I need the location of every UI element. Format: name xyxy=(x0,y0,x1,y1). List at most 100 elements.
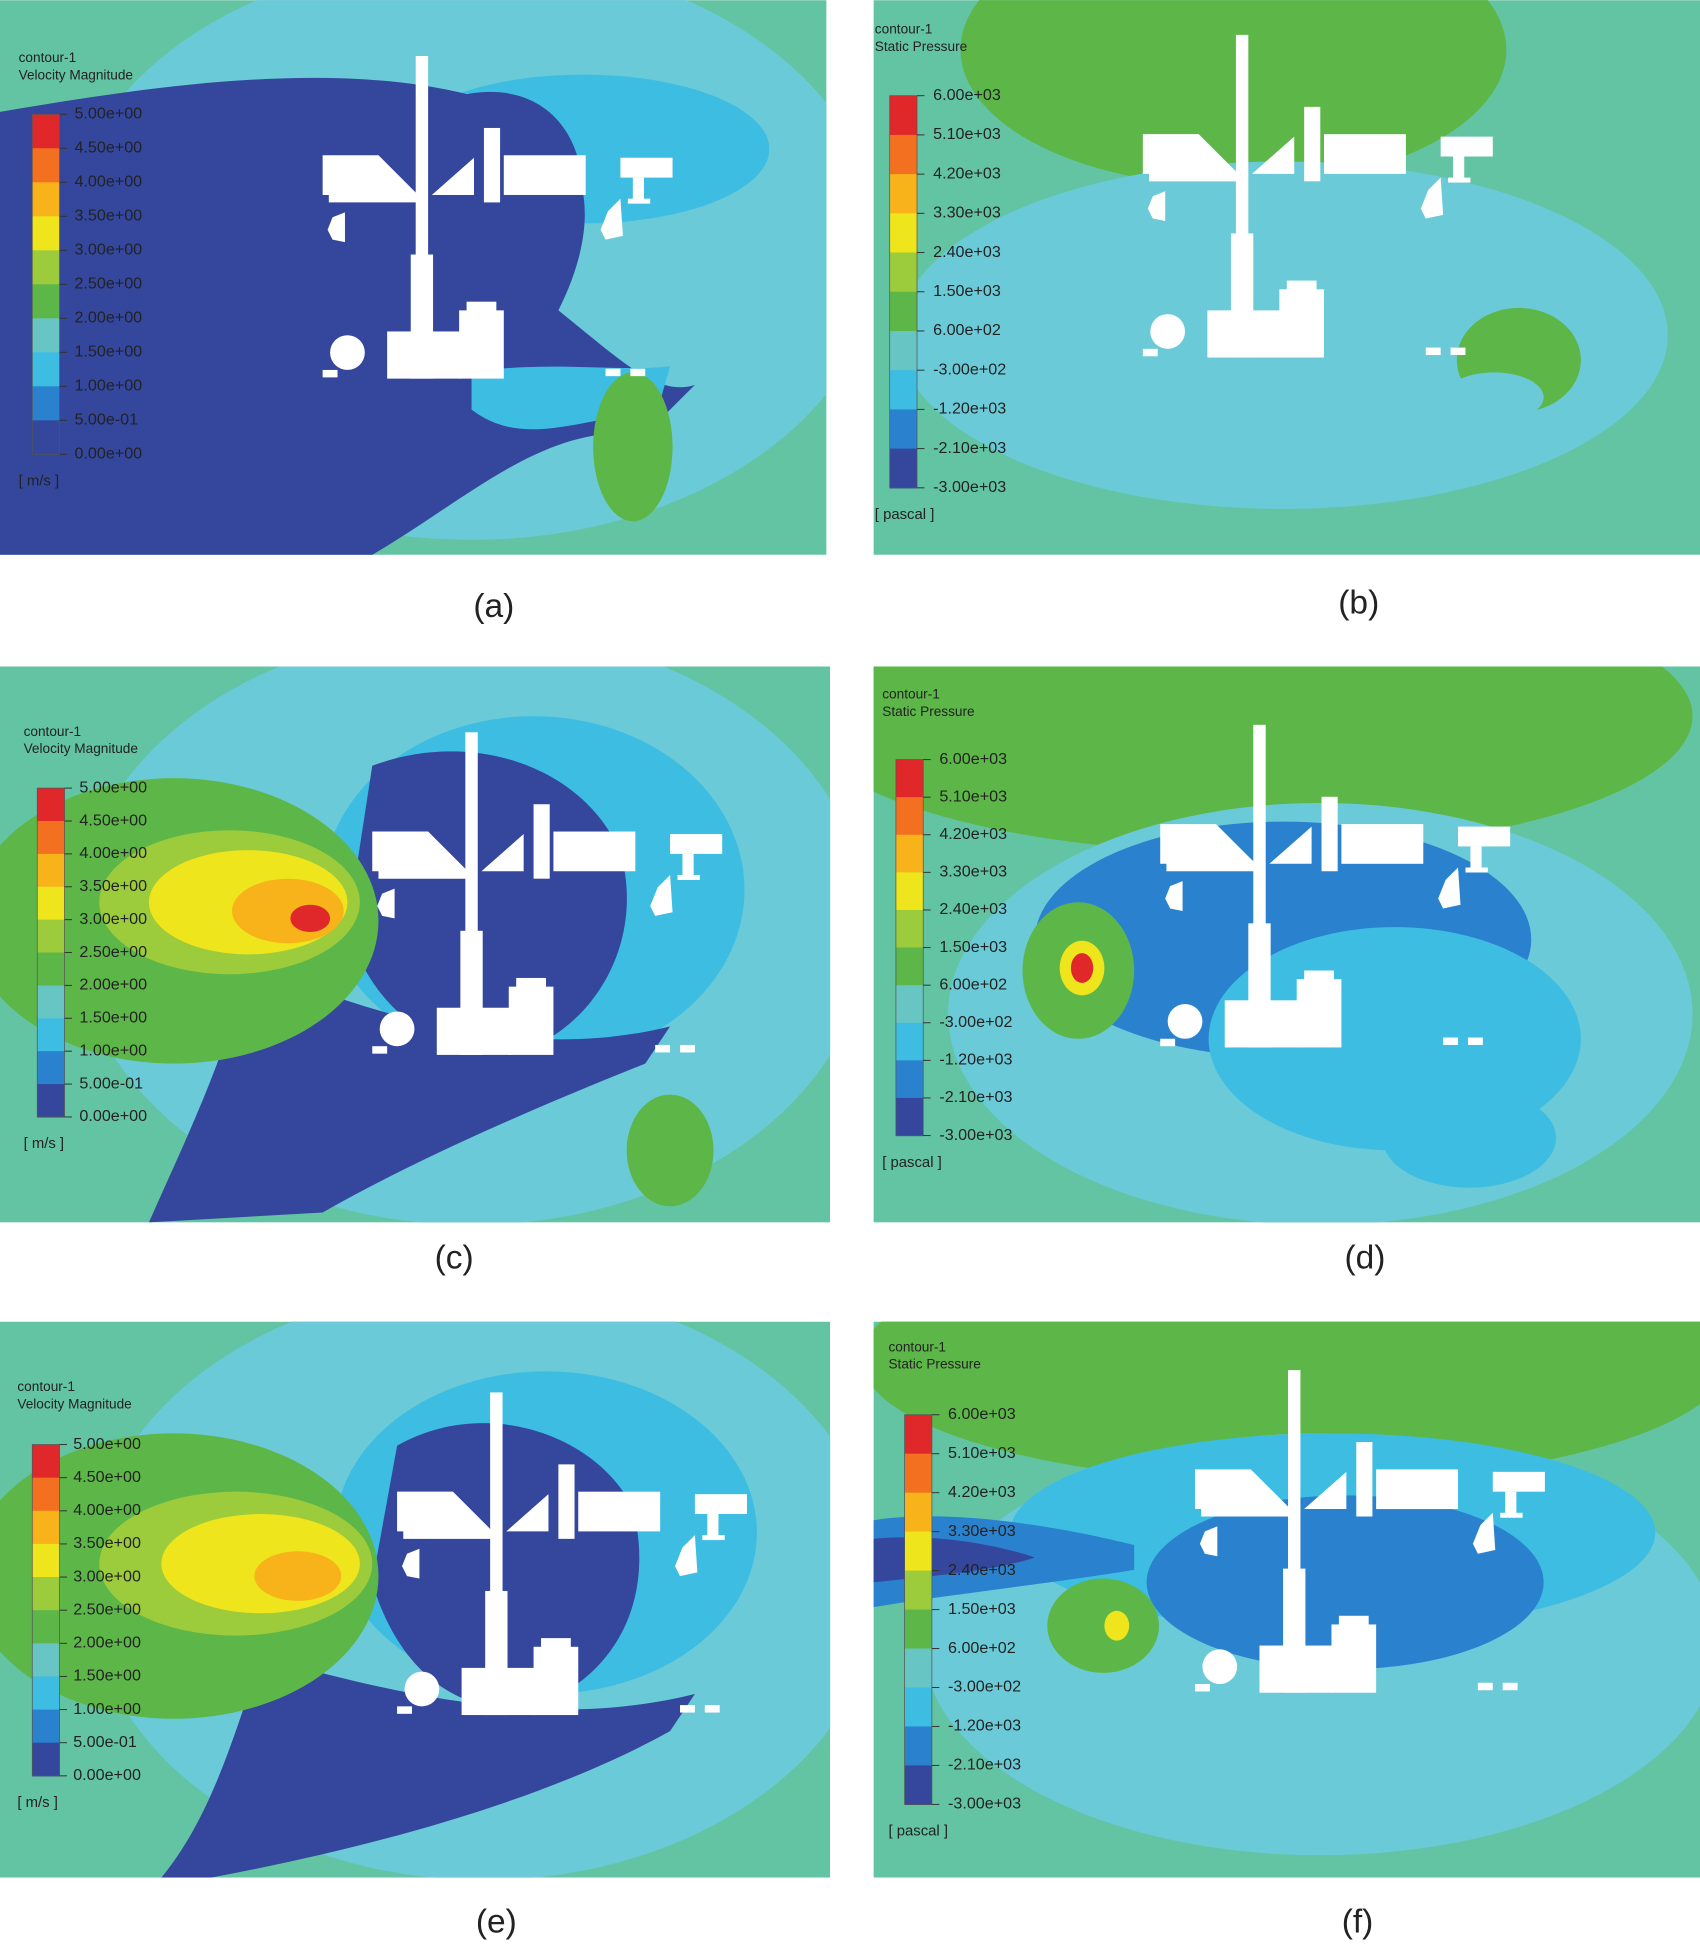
building xyxy=(1443,1037,1459,1045)
contour-field xyxy=(0,666,831,1223)
building xyxy=(1338,1615,1369,1626)
building xyxy=(1453,156,1465,179)
contour-panel: contour-1 Static Pressure 6.00e+03 5.10e+03… xyxy=(873,666,1700,1276)
legend-level: -1.20e+03 xyxy=(933,400,1006,418)
building xyxy=(1252,987,1267,1003)
contour-region xyxy=(873,1321,1700,1483)
legend-level: 5.00e-01 xyxy=(79,1074,143,1092)
legend-unit: [ m/s ] xyxy=(17,1795,58,1811)
colorbar-band xyxy=(37,788,65,822)
building xyxy=(327,212,345,243)
colorbar-band xyxy=(904,1726,932,1767)
panel-caption: (a) xyxy=(473,588,514,625)
building xyxy=(1304,1471,1347,1510)
building xyxy=(1199,1526,1218,1557)
colorbar-band xyxy=(895,1060,924,1099)
building xyxy=(677,874,700,880)
legend-level: 3.30e+03 xyxy=(939,863,1007,881)
building xyxy=(533,1646,579,1716)
building xyxy=(1259,1645,1334,1693)
legend-level: 2.50e+00 xyxy=(74,275,142,293)
contour-region xyxy=(626,1094,714,1207)
legend-level: -1.20e+03 xyxy=(948,1717,1021,1735)
building xyxy=(655,1044,671,1053)
legend-level: -2.10e+03 xyxy=(948,1756,1021,1774)
contour-panel: contour-1 Static Pressure 6.00e+03 5.10e+03… xyxy=(873,0,1700,621)
legend-level: -2.10e+03 xyxy=(939,1088,1012,1106)
contour-region xyxy=(1444,372,1544,423)
colorbar-band xyxy=(889,330,918,371)
colorbar-band xyxy=(895,797,924,836)
building xyxy=(1252,136,1295,174)
contour-panel: contour-1 Velocity Magnitude 5.00e+00 4.50e… xyxy=(0,666,831,1276)
colorbar-band xyxy=(889,213,918,254)
building xyxy=(1286,1633,1302,1649)
colorbar-band xyxy=(32,1643,60,1678)
colorbar-band xyxy=(32,284,60,319)
legend-level: 3.50e+00 xyxy=(73,1534,141,1552)
building xyxy=(488,1655,504,1671)
building xyxy=(578,1491,661,1532)
legend-level: 1.00e+00 xyxy=(74,377,142,395)
panel-caption: (c) xyxy=(435,1239,474,1276)
legend-level: 2.40e+03 xyxy=(933,243,1001,261)
colorbar-band xyxy=(889,134,918,175)
contour-field xyxy=(0,1321,831,1878)
legend-level: 6.00e+02 xyxy=(948,1639,1016,1657)
legend-level: 4.00e+00 xyxy=(73,1501,141,1519)
legend-level: 5.10e+03 xyxy=(948,1444,1016,1462)
colorbar-band xyxy=(37,1084,65,1118)
legend-title: contour-1 xyxy=(875,22,933,37)
building xyxy=(558,1464,575,1539)
building xyxy=(1472,1512,1496,1554)
legend-level: 3.50e+00 xyxy=(79,877,147,895)
building xyxy=(1477,1682,1493,1691)
colorbar-band xyxy=(32,148,60,183)
colorbar-band xyxy=(895,872,924,911)
colorbar-band xyxy=(32,386,60,421)
building xyxy=(1448,177,1471,183)
building xyxy=(553,831,636,872)
building xyxy=(620,157,673,178)
colorbar-band xyxy=(895,1022,924,1061)
contour-region xyxy=(421,91,584,311)
building xyxy=(670,834,723,854)
colorbar-band xyxy=(32,1477,60,1512)
building xyxy=(1286,280,1317,291)
legend-level: 1.50e+03 xyxy=(933,282,1001,300)
colorbar-band xyxy=(37,985,65,1019)
contour-panel: contour-1 Static Pressure 6.00e+03 5.10e+03… xyxy=(873,1321,1700,1940)
building xyxy=(1142,134,1239,182)
building xyxy=(431,157,475,195)
building xyxy=(1505,1491,1517,1515)
legend-level: 0.00e+00 xyxy=(74,445,142,463)
colorbar-band xyxy=(889,174,918,214)
colorbar-band xyxy=(904,1453,932,1494)
building xyxy=(377,888,395,919)
building xyxy=(1458,826,1511,847)
colorbar-band xyxy=(32,1510,60,1545)
colorbar-band xyxy=(37,853,65,888)
legend-level: 0.00e+00 xyxy=(79,1107,147,1125)
colorbar-band xyxy=(32,1709,60,1744)
colorbar-band xyxy=(37,1018,65,1052)
building xyxy=(1450,347,1466,356)
building xyxy=(404,1671,440,1707)
colorbar-band xyxy=(889,370,918,411)
building xyxy=(461,1667,537,1716)
contour-region xyxy=(1382,1088,1557,1188)
legend-unit: [ m/s ] xyxy=(19,474,59,490)
legend-level: 4.20e+03 xyxy=(939,825,1007,843)
colorbar-band xyxy=(32,250,60,285)
colorbar-band xyxy=(32,216,60,251)
colorbar-band xyxy=(32,420,60,455)
legend-unit: [ m/s ] xyxy=(24,1136,64,1152)
building xyxy=(694,1494,748,1515)
legend-level: 6.00e+02 xyxy=(933,321,1001,339)
contour-region xyxy=(873,666,1693,853)
building xyxy=(1341,824,1424,864)
legend-variable: Static Pressure xyxy=(875,39,967,54)
building xyxy=(1160,824,1256,872)
colorbar-band xyxy=(904,1414,932,1455)
building xyxy=(1492,1471,1545,1492)
